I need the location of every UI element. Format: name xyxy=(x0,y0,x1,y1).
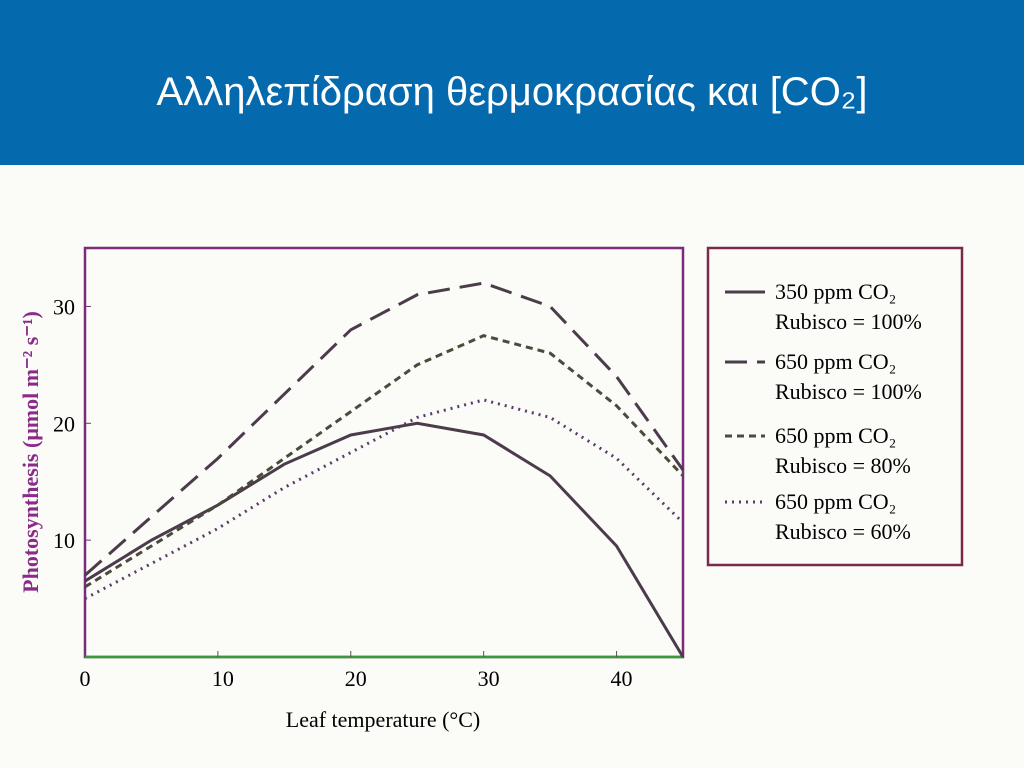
series-line xyxy=(84,421,685,658)
header-bar xyxy=(0,0,1024,165)
legend-label: 650 ppm CO₂ Rubisco = 100% xyxy=(775,349,922,404)
x-tick-label: 30 xyxy=(478,666,500,691)
y-axis-label: Photosynthesis (μmol m⁻² s⁻¹) xyxy=(18,311,43,593)
image-bg xyxy=(0,165,1024,768)
x-tick-label: 20 xyxy=(345,666,367,691)
series-line xyxy=(84,398,685,600)
x-tick-label: 40 xyxy=(611,666,633,691)
legend-label: 350 ppm CO₂ Rubisco = 100% xyxy=(775,279,922,334)
legend-frame xyxy=(706,246,964,567)
legend-label: 650 ppm CO₂ Rubisco = 80% xyxy=(775,423,911,478)
y-tick-label: 30 xyxy=(53,294,75,319)
x-tick-label: 10 xyxy=(212,666,234,691)
series-line xyxy=(84,281,685,577)
x-tick-label: 0 xyxy=(80,666,91,691)
y-tick-label: 20 xyxy=(53,411,75,436)
x-axis-label: Leaf temperature (°C) xyxy=(286,707,480,732)
y-tick-label: 10 xyxy=(53,528,75,553)
slide-title: Αλληλεπίδραση θερμοκρασίας και [CO₂] xyxy=(156,70,868,114)
legend-label: 650 ppm CO₂ Rubisco = 60% xyxy=(775,489,911,544)
